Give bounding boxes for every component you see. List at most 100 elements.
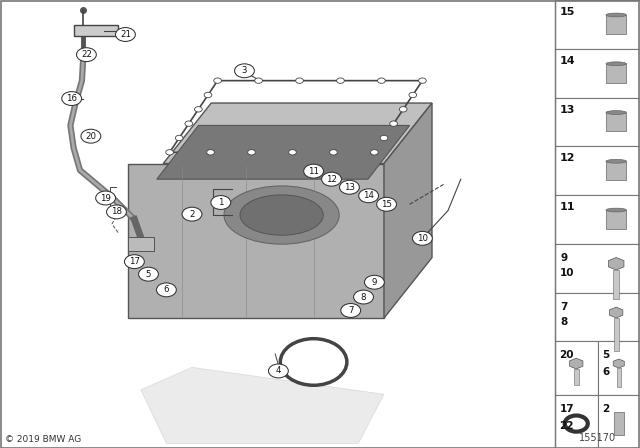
Text: 6: 6 [164, 285, 169, 294]
Circle shape [304, 164, 324, 178]
Polygon shape [384, 103, 432, 318]
Bar [598, 395, 640, 448]
Text: 11: 11 [560, 202, 575, 212]
Circle shape [204, 92, 212, 98]
Text: 6: 6 [602, 367, 609, 377]
Circle shape [255, 78, 262, 83]
Polygon shape [128, 237, 154, 251]
Circle shape [182, 207, 202, 221]
Circle shape [376, 197, 397, 211]
Text: 7: 7 [348, 306, 353, 315]
Circle shape [365, 275, 384, 289]
Bar [606, 161, 627, 180]
Text: 17: 17 [559, 404, 574, 414]
Circle shape [185, 121, 193, 126]
Text: 2: 2 [189, 210, 195, 219]
Text: 5: 5 [602, 350, 609, 360]
Polygon shape [74, 25, 118, 36]
Circle shape [380, 135, 388, 141]
Circle shape [139, 267, 159, 281]
Circle shape [413, 231, 433, 246]
Text: 4: 4 [276, 366, 281, 375]
Text: 8: 8 [361, 293, 366, 302]
Circle shape [124, 254, 145, 269]
Circle shape [353, 290, 374, 304]
Circle shape [337, 78, 344, 83]
Circle shape [166, 150, 173, 155]
Text: 8: 8 [560, 317, 568, 327]
Circle shape [289, 150, 296, 155]
Ellipse shape [224, 186, 339, 244]
Circle shape [339, 180, 360, 194]
Polygon shape [128, 164, 384, 318]
Text: 13: 13 [344, 183, 355, 192]
Polygon shape [163, 103, 432, 164]
Circle shape [81, 129, 101, 143]
Circle shape [296, 78, 303, 83]
Bar [606, 15, 627, 34]
Bar [606, 210, 627, 229]
Ellipse shape [606, 13, 627, 17]
Circle shape [175, 135, 183, 141]
Text: 10: 10 [417, 234, 428, 243]
Text: 3: 3 [242, 66, 247, 75]
Circle shape [62, 92, 82, 106]
Circle shape [399, 107, 407, 112]
Text: 18: 18 [111, 207, 122, 216]
Circle shape [214, 78, 221, 83]
Circle shape [235, 64, 255, 78]
Polygon shape [570, 358, 583, 369]
Ellipse shape [606, 159, 627, 163]
Text: 5: 5 [146, 270, 151, 279]
Bar [606, 64, 627, 82]
Polygon shape [609, 258, 624, 270]
Text: 20: 20 [559, 350, 574, 360]
Circle shape [115, 28, 136, 42]
Circle shape [321, 172, 342, 186]
Bar [555, 293, 640, 341]
Text: 9: 9 [372, 278, 377, 287]
Ellipse shape [606, 208, 627, 212]
Text: 21: 21 [120, 30, 131, 39]
Circle shape [207, 150, 214, 155]
Ellipse shape [240, 195, 323, 235]
Polygon shape [157, 125, 410, 179]
Circle shape [269, 364, 288, 378]
Polygon shape [613, 359, 624, 368]
Text: 1: 1 [218, 198, 223, 207]
Ellipse shape [606, 111, 627, 114]
Circle shape [340, 304, 361, 317]
Circle shape [106, 205, 127, 219]
Circle shape [77, 48, 97, 62]
Text: 13: 13 [560, 105, 575, 115]
Bar [616, 368, 621, 387]
Text: 19: 19 [100, 194, 111, 202]
Circle shape [248, 150, 255, 155]
Circle shape [371, 150, 378, 155]
Circle shape [157, 283, 177, 297]
Bar [555, 98, 640, 146]
Text: © 2019 BMW AG: © 2019 BMW AG [5, 435, 81, 444]
Circle shape [195, 107, 202, 112]
Bar [614, 412, 624, 435]
Bar [555, 49, 640, 98]
Text: 12: 12 [326, 175, 337, 184]
Text: 7: 7 [560, 302, 568, 312]
Text: 16: 16 [66, 94, 77, 103]
Text: 9: 9 [560, 254, 567, 263]
Bar [606, 112, 627, 131]
Bar [598, 341, 640, 395]
Bar [555, 341, 598, 395]
Text: 22: 22 [559, 421, 574, 431]
Bar [614, 318, 619, 352]
Polygon shape [609, 307, 623, 318]
Circle shape [211, 195, 230, 209]
Circle shape [390, 121, 397, 126]
Text: 12: 12 [560, 154, 575, 164]
Circle shape [409, 92, 417, 98]
Circle shape [378, 78, 385, 83]
Ellipse shape [606, 62, 627, 65]
Bar [555, 0, 640, 49]
Text: 11: 11 [308, 167, 319, 176]
Text: 17: 17 [129, 257, 140, 266]
